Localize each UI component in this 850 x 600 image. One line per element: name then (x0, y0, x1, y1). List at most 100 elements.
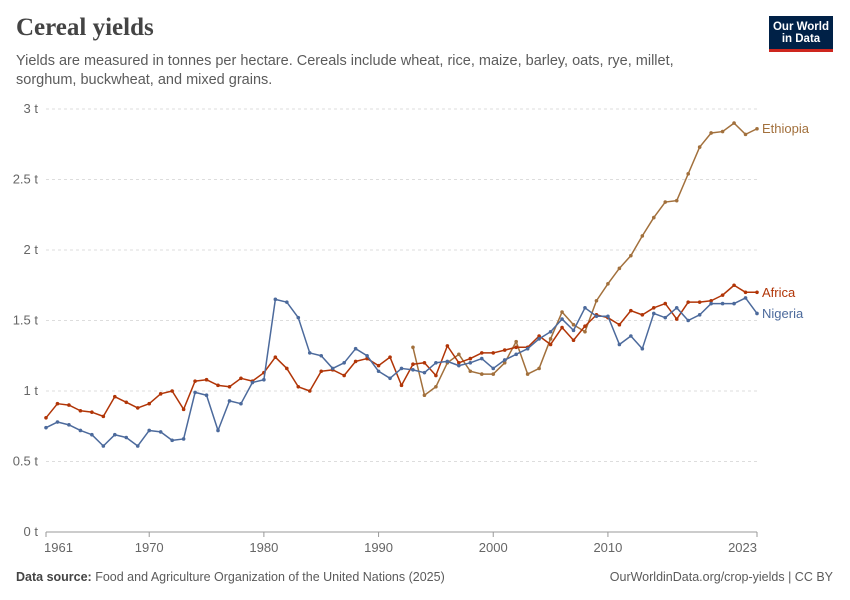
y-tick-label: 1.5 t (13, 313, 39, 328)
data-point-africa (686, 300, 690, 304)
data-point-nigeria (502, 358, 507, 362)
data-point-nigeria (674, 306, 679, 310)
data-point-nigeria (720, 301, 725, 306)
data-point-ethiopia (720, 129, 725, 134)
data-point-nigeria (560, 317, 564, 321)
data-point-nigeria (101, 444, 106, 448)
data-point-ethiopia (732, 121, 736, 125)
data-point-africa (732, 283, 736, 288)
data-point-ethiopia (411, 345, 415, 350)
data-point-nigeria (285, 300, 289, 304)
data-point-nigeria (445, 359, 450, 364)
data-point-ethiopia (743, 132, 748, 137)
data-point-africa (307, 389, 312, 393)
data-point-africa (502, 348, 507, 352)
data-point-africa (697, 300, 702, 304)
data-point-nigeria (709, 301, 713, 306)
data-point-nigeria (594, 314, 599, 319)
x-tick-label: 2010 (593, 540, 622, 555)
data-point-africa (445, 344, 450, 348)
data-point-africa (434, 373, 438, 378)
data-source-label: Data source: (16, 570, 92, 584)
data-point-africa (548, 342, 553, 347)
x-tick-label: 1990 (364, 540, 393, 555)
data-point-africa (353, 359, 358, 364)
data-point-ethiopia (583, 329, 587, 334)
data-point-africa (147, 401, 152, 406)
data-point-ethiopia (525, 372, 530, 376)
axis-layer: 0 t 0.5 t 1 t 1.5 t 2 t 2.5 t 3 t 1961 1970 1980 1… (13, 101, 758, 555)
data-point-ethiopia (629, 253, 633, 258)
data-point-nigeria (514, 352, 518, 357)
data-point-nigeria (78, 428, 83, 433)
data-point-nigeria (743, 296, 748, 300)
y-tick-label: 3 t (24, 101, 39, 116)
data-point-nigeria (629, 334, 633, 338)
data-point-ethiopia (697, 145, 702, 149)
data-point-nigeria (617, 342, 622, 347)
data-point-africa (113, 394, 117, 399)
data-point-nigeria (147, 428, 152, 433)
owid-logo[interactable]: Our World in Data (769, 16, 833, 52)
data-point-africa (651, 306, 656, 310)
data-point-africa (388, 355, 392, 359)
data-point-africa (479, 351, 484, 355)
x-tick-label: 1961 (44, 540, 73, 555)
data-point-nigeria (296, 315, 301, 320)
series-layer (44, 121, 759, 448)
data-point-africa (514, 345, 518, 350)
data-point-africa (296, 384, 301, 389)
data-point-africa (319, 369, 324, 374)
data-point-africa (376, 363, 381, 368)
data-point-nigeria (135, 444, 140, 448)
data-point-nigeria (353, 346, 358, 351)
data-point-ethiopia (514, 339, 518, 344)
data-point-ethiopia (560, 310, 564, 314)
data-point-africa (640, 313, 645, 317)
data-point-africa (674, 317, 679, 321)
data-point-africa (663, 301, 668, 306)
data-point-africa (90, 410, 94, 414)
data-point-ethiopia (640, 234, 645, 238)
y-tick-label: 2 t (24, 242, 39, 257)
data-point-nigeria (250, 380, 255, 385)
data-point-nigeria (330, 366, 335, 371)
data-point-nigeria (44, 425, 48, 430)
data-point-africa (216, 383, 220, 388)
data-point-ethiopia (422, 393, 427, 398)
data-point-nigeria (216, 428, 220, 433)
data-point-nigeria (158, 430, 163, 434)
data-point-nigeria (640, 346, 645, 351)
data-point-africa (193, 379, 197, 383)
data-point-nigeria (227, 399, 232, 403)
data-point-nigeria (170, 438, 174, 443)
data-point-africa (170, 389, 174, 393)
data-point-nigeria (262, 377, 266, 382)
logo-line-1: Our World (772, 21, 829, 33)
data-point-nigeria (307, 351, 312, 355)
x-tick-label: 1970 (135, 540, 164, 555)
data-point-africa (285, 366, 289, 371)
data-point-africa (537, 334, 541, 338)
chart-title: Cereal yields (16, 14, 154, 41)
data-point-africa (560, 325, 564, 330)
x-tick-label: 1980 (249, 540, 278, 555)
data-point-nigeria (113, 432, 117, 437)
source-url-link[interactable]: OurWorldinData.org/crop-yields | CC BY (609, 570, 833, 584)
data-point-africa (399, 383, 404, 388)
data-point-nigeria (181, 437, 186, 441)
data-point-nigeria (491, 366, 496, 371)
data-point-africa (571, 338, 576, 343)
data-point-ethiopia (617, 266, 622, 271)
series-label-ethiopia: Ethiopia (762, 121, 810, 136)
data-point-africa (55, 401, 60, 406)
data-point-africa (468, 356, 473, 361)
data-point-africa (617, 322, 622, 327)
data-point-nigeria (537, 337, 541, 341)
data-point-africa (422, 361, 427, 365)
y-tick-label: 1 t (24, 383, 39, 398)
data-point-nigeria (651, 311, 656, 316)
chart-subtitle: Yields are measured in tonnes per hectar… (16, 53, 674, 88)
data-point-africa (273, 355, 278, 359)
